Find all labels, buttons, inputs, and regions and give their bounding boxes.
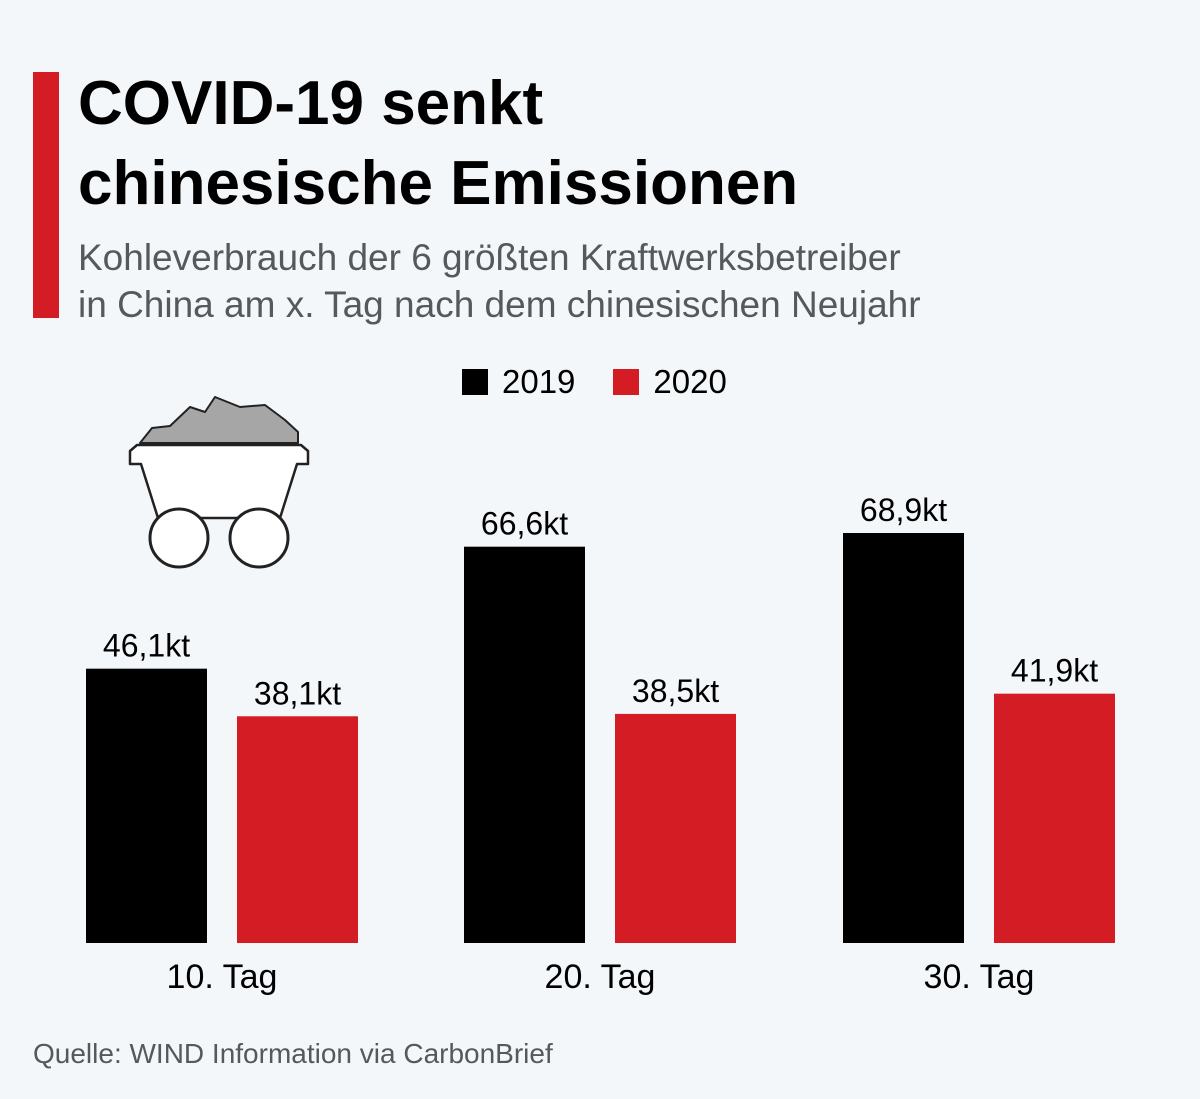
legend-swatch-2019 bbox=[462, 369, 488, 395]
chart-title: COVID-19 senkt chinesische Emissionen bbox=[78, 64, 1078, 224]
legend-label-2020: 2020 bbox=[653, 363, 727, 400]
bar-2020-3 bbox=[994, 693, 1115, 943]
bar-2020-1 bbox=[237, 716, 358, 943]
bar-2020-2 bbox=[615, 713, 736, 943]
bar-2019-2 bbox=[464, 546, 585, 943]
chart-legend: 2019 2020 bbox=[462, 362, 727, 402]
coal-cart-icon bbox=[128, 396, 310, 569]
legend-item-2020: 2020 bbox=[613, 363, 727, 401]
title-accent-bar bbox=[33, 72, 59, 318]
chart-subtitle: Kohleverbrauch der 6 größten Kraftwerksb… bbox=[78, 234, 1078, 328]
data-label-2019-1: 46,1kt bbox=[103, 628, 190, 664]
data-label-2019-2: 66,6kt bbox=[481, 506, 568, 542]
data-label-2020-1: 38,1kt bbox=[254, 675, 341, 711]
legend-item-2019: 2019 bbox=[462, 363, 575, 401]
source-note: Quelle: WIND Information via CarbonBrief bbox=[33, 1038, 553, 1069]
bar-2019-3 bbox=[843, 533, 964, 943]
data-label-2019-3: 68,9kt bbox=[860, 492, 947, 528]
title-line-2: chinesische Emissionen bbox=[78, 149, 799, 218]
legend-swatch-2020 bbox=[613, 369, 640, 395]
category-label-3: 30. Tag bbox=[924, 958, 1035, 996]
bars-layer: 46,1kt 38,1kt 10. Tag 66,6kt 38,5kt 20. Tag 68… bbox=[86, 492, 1115, 996]
data-label-2020-3: 41,9kt bbox=[1011, 653, 1098, 689]
data-label-2020-2: 38,5kt bbox=[632, 673, 719, 709]
subtitle-line-2: in China am x. Tag nach dem chinesischen… bbox=[78, 284, 921, 325]
subtitle-line-1: Kohleverbrauch der 6 größten Kraftwerksb… bbox=[78, 237, 901, 278]
bar-2019-1 bbox=[86, 668, 207, 943]
title-line-1: COVID-19 senkt bbox=[78, 69, 544, 138]
category-label-2: 20. Tag bbox=[545, 958, 656, 996]
category-label-1: 10. Tag bbox=[167, 958, 278, 996]
legend-label-2019: 2019 bbox=[502, 363, 576, 400]
